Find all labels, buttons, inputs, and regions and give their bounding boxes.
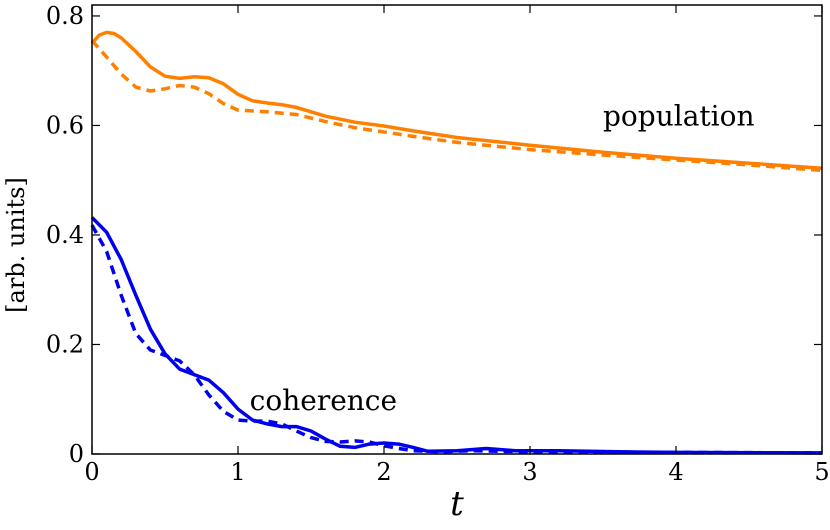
y-tick-label: 0.4 (46, 221, 84, 249)
annotation-coherence: coherence (250, 384, 397, 417)
tick-layer: 0 1 2 3 4 5 0 0.2 0.4 0.6 0.8 (46, 2, 830, 486)
x-tick-label: 5 (814, 458, 829, 486)
y-tick-label: 0.2 (46, 330, 84, 358)
series-line-coherence-dashed (90, 224, 823, 455)
x-tick-label: 4 (668, 458, 683, 486)
x-tick-label: 3 (522, 458, 537, 486)
annotation-layer: population coherence (250, 99, 755, 417)
x-axis-title: t (450, 484, 464, 524)
series-line-population-solid (90, 30, 823, 170)
series-line-population-dashed (90, 39, 823, 173)
series-layer (90, 30, 823, 455)
y-tick-label: 0 (69, 440, 84, 468)
x-tick-label: 1 (230, 458, 245, 486)
x-tick-label: 2 (376, 458, 391, 486)
y-tick-label: 0.6 (46, 111, 84, 139)
series-line-coherence-solid (90, 216, 823, 455)
annotation-population: population (603, 99, 754, 132)
y-tick-label: 0.8 (46, 2, 84, 30)
x-tick-label: 0 (84, 458, 99, 486)
plot-frame (91, 4, 823, 455)
y-axis-title: [arb. units] (2, 177, 30, 313)
